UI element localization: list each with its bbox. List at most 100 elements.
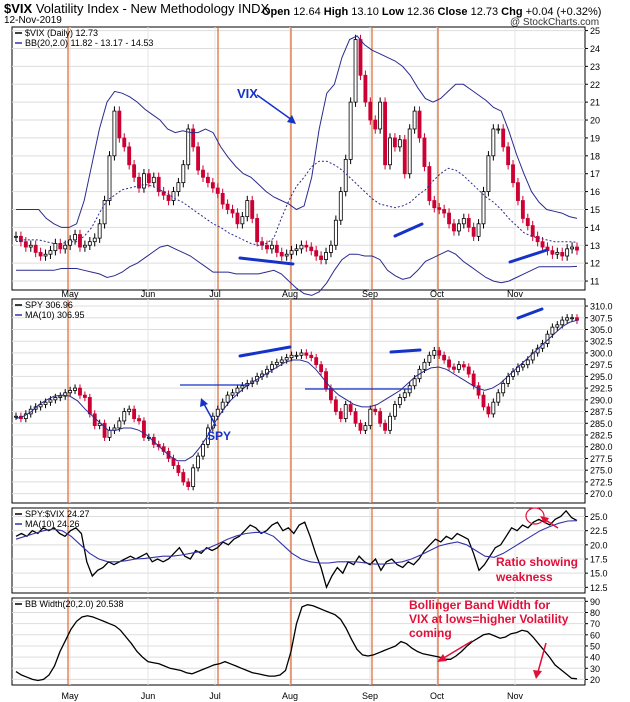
candle bbox=[363, 74, 368, 103]
watermark: @ StockCharts.com bbox=[510, 17, 600, 28]
candle bbox=[73, 234, 77, 241]
candle bbox=[540, 241, 545, 248]
candle bbox=[496, 392, 501, 403]
ratio-annotation-line1: Ratio showing bbox=[496, 555, 578, 569]
y-tick-label: 305.0 bbox=[590, 325, 613, 335]
y-tick-label: 20 bbox=[590, 675, 600, 685]
candle bbox=[68, 239, 73, 246]
candle bbox=[407, 128, 412, 175]
month-label: Oct bbox=[430, 691, 445, 701]
candle bbox=[575, 317, 579, 321]
candle bbox=[570, 246, 575, 250]
legend-entry: SPY:$VIX 24.27 bbox=[25, 509, 90, 519]
candle bbox=[432, 350, 437, 356]
y-tick-label: 11 bbox=[590, 277, 599, 287]
y-tick-label: 60 bbox=[590, 630, 600, 640]
bb-upper-line bbox=[16, 35, 578, 228]
candle bbox=[151, 176, 156, 184]
candle bbox=[92, 413, 97, 427]
candle bbox=[78, 387, 82, 396]
candle bbox=[225, 203, 230, 210]
candle bbox=[235, 387, 240, 394]
candle bbox=[205, 176, 210, 184]
y-tick-label: 280.0 bbox=[590, 442, 613, 452]
candle bbox=[215, 408, 220, 417]
month-label: Oct bbox=[430, 289, 445, 299]
candle bbox=[461, 364, 466, 368]
trendline bbox=[389, 348, 422, 354]
panel-1: 11 12 13 14 15 16 17 18 19 20 21 22 23 24 25 $VIX (Dail… bbox=[11, 26, 600, 296]
ma-line bbox=[15, 319, 578, 462]
y-tick-label: 17 bbox=[590, 169, 600, 179]
candle bbox=[353, 39, 358, 103]
arrowhead-icon bbox=[533, 670, 542, 679]
candle bbox=[550, 250, 555, 255]
legend-entry: SPY 306.96 bbox=[25, 300, 73, 310]
candle bbox=[14, 415, 18, 418]
candle bbox=[530, 352, 535, 361]
bb-middle-line bbox=[15, 160, 578, 246]
high-label: High bbox=[323, 6, 349, 18]
bb-lower-line bbox=[16, 244, 578, 296]
candle bbox=[373, 119, 378, 130]
candle bbox=[501, 383, 506, 394]
highlight-circle bbox=[525, 507, 545, 525]
y-tick-label: 70 bbox=[590, 619, 600, 629]
chg-value: +0.04 (+0.32%) bbox=[525, 6, 602, 18]
candle bbox=[319, 255, 324, 260]
candle bbox=[107, 429, 112, 438]
y-tick-label: 24 bbox=[590, 44, 600, 54]
candle bbox=[38, 404, 43, 408]
candle bbox=[348, 101, 353, 160]
chg-label: Chg bbox=[501, 6, 523, 18]
candle bbox=[127, 146, 132, 166]
y-tick-label: 282.5 bbox=[590, 431, 613, 441]
candle bbox=[176, 465, 181, 473]
candle bbox=[442, 209, 447, 214]
low-label: Low bbox=[381, 6, 404, 18]
panel-frame bbox=[11, 507, 586, 594]
y-tick-label: 277.5 bbox=[590, 454, 613, 464]
y-tick-label: 272.5 bbox=[590, 477, 613, 487]
y-tick-label: 90 bbox=[590, 597, 600, 607]
candle bbox=[146, 173, 151, 184]
candle bbox=[33, 244, 38, 253]
y-tick-label: 302.5 bbox=[590, 337, 613, 347]
y-tick-label: 19 bbox=[590, 133, 600, 143]
candle bbox=[555, 324, 560, 328]
candle bbox=[210, 182, 215, 189]
candle bbox=[269, 364, 274, 370]
candle bbox=[511, 164, 515, 184]
candle bbox=[319, 364, 324, 373]
candle bbox=[565, 248, 570, 257]
candle bbox=[294, 354, 299, 357]
high-value: 13.10 bbox=[351, 6, 379, 18]
candle bbox=[240, 385, 245, 389]
candle bbox=[437, 207, 442, 210]
candle bbox=[78, 234, 82, 248]
arrowhead-icon bbox=[287, 115, 296, 124]
candle bbox=[156, 176, 161, 192]
candle bbox=[452, 366, 456, 370]
candle bbox=[107, 155, 112, 201]
candle bbox=[304, 244, 309, 248]
y-tick-label: 17.5 bbox=[590, 555, 608, 565]
candle bbox=[309, 246, 314, 252]
candle bbox=[560, 252, 565, 257]
candle bbox=[279, 252, 284, 257]
y-tick-label: 25 bbox=[590, 26, 600, 36]
y-tick-label: 14 bbox=[590, 223, 600, 233]
bbw-annotation-line2: VIX at lows=higher Volatility bbox=[409, 612, 569, 626]
candle bbox=[230, 392, 235, 396]
symbol-description: Volatility Index - New Methodology bbox=[35, 1, 235, 16]
close-label: Close bbox=[437, 6, 468, 18]
bbw-annotation-line1: Bollinger Band Width for bbox=[409, 598, 551, 612]
candle bbox=[274, 244, 279, 253]
candle bbox=[442, 354, 447, 361]
candle bbox=[137, 418, 141, 422]
candle bbox=[348, 404, 353, 412]
candle bbox=[397, 139, 402, 148]
candle bbox=[525, 218, 530, 226]
y-tick-label: 15.0 bbox=[590, 569, 608, 579]
